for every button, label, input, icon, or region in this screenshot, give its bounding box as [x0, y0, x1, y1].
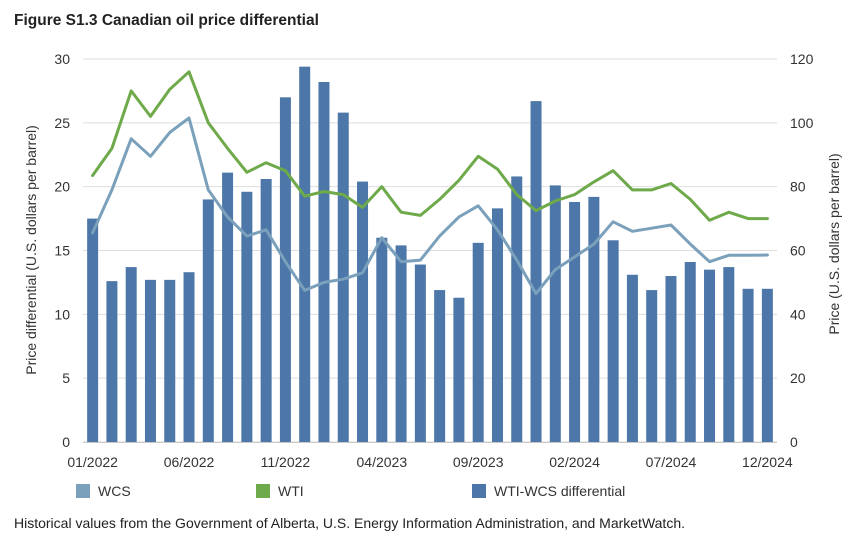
- legend-label-wcs: WCS: [98, 483, 131, 499]
- differential-bar: [453, 297, 465, 442]
- axes: 0 5 10 15 20 25 30 0 20 40 60 80 100 120 01/2022 06/202…: [23, 51, 842, 470]
- price-lines: [91, 70, 769, 296]
- x-tick-label: 04/2023: [357, 454, 408, 470]
- differential-bar: [607, 240, 619, 442]
- x-tick-label: 09/2023: [453, 454, 504, 470]
- x-tick-label: 11/2022: [261, 454, 311, 470]
- differential-bar: [723, 267, 735, 442]
- chart-title: Figure S1.3 Canadian oil price different…: [14, 12, 319, 29]
- differential-bar: [299, 66, 311, 442]
- differential-bar: [164, 279, 176, 442]
- differential-bar: [472, 242, 484, 442]
- differential-bar: [183, 272, 195, 442]
- wcs-line: [91, 116, 769, 296]
- y-left-tick-label: 15: [54, 243, 70, 259]
- source-note: Historical values from the Government of…: [14, 515, 685, 531]
- y-left-axis-title: Price differential (U.S. dollars per bar…: [23, 125, 39, 375]
- x-tick-label: 02/2024: [549, 454, 600, 470]
- differential-bar: [434, 290, 446, 442]
- x-tick-label: 06/2022: [164, 454, 215, 470]
- differential-bar: [761, 288, 773, 442]
- y-left-tick-label: 10: [54, 306, 70, 322]
- differential-bar: [144, 279, 156, 442]
- differential-bar: [395, 245, 407, 442]
- differential-bar: [125, 267, 137, 442]
- differential-bar: [318, 81, 330, 442]
- differential-bar: [279, 97, 291, 443]
- differential-bar: [588, 196, 600, 442]
- differential-bar: [684, 261, 696, 442]
- differential-bar: [260, 179, 272, 443]
- legend-label-wti: WTI: [278, 483, 304, 499]
- y-right-axis-title: Price (U.S. dollars per barrel): [826, 153, 842, 334]
- differential-bar: [87, 218, 99, 442]
- legend-swatch-wti: [256, 484, 270, 498]
- differential-bar: [414, 264, 426, 442]
- differential-bar: [202, 199, 214, 442]
- legend: WCS WTI WTI-WCS differential: [76, 483, 625, 499]
- wti-line: [91, 70, 769, 222]
- differential-bar: [626, 274, 638, 442]
- differential-bars: [87, 66, 773, 443]
- legend-swatch-wcs: [76, 484, 90, 498]
- differential-bar: [337, 112, 349, 443]
- y-right-tick-label: 20: [790, 370, 806, 386]
- differential-bar: [646, 290, 658, 442]
- x-tick-label: 07/2024: [646, 454, 697, 470]
- differential-bar: [376, 237, 388, 442]
- y-right-tick-label: 60: [790, 243, 806, 259]
- differential-bar: [222, 172, 234, 442]
- y-right-tick-label: 80: [790, 179, 806, 195]
- differential-bar: [241, 191, 253, 442]
- differential-bar: [569, 201, 581, 442]
- y-left-tick-label: 0: [62, 434, 70, 450]
- x-tick-label: 01/2022: [67, 454, 118, 470]
- differential-bar: [665, 276, 677, 442]
- differential-bar: [742, 288, 754, 442]
- differential-bar: [704, 269, 716, 442]
- differential-bar: [530, 101, 542, 442]
- y-right-tick-label: 100: [790, 115, 814, 131]
- y-left-tick-label: 5: [62, 370, 70, 386]
- differential-bar: [106, 281, 118, 442]
- differential-bar: [511, 176, 523, 442]
- y-right-tick-label: 120: [790, 51, 814, 67]
- y-left-tick-label: 30: [54, 51, 70, 67]
- y-right-tick-label: 0: [790, 434, 798, 450]
- x-tick-label: 12/2024: [742, 454, 793, 470]
- y-left-tick-label: 25: [54, 115, 70, 131]
- legend-swatch-differential: [472, 484, 486, 498]
- y-right-tick-label: 40: [790, 306, 806, 322]
- differential-bar: [491, 208, 503, 442]
- differential-bar: [549, 185, 561, 442]
- legend-label-differential: WTI-WCS differential: [494, 483, 625, 499]
- y-left-tick-label: 20: [54, 179, 70, 195]
- differential-bar: [357, 181, 369, 442]
